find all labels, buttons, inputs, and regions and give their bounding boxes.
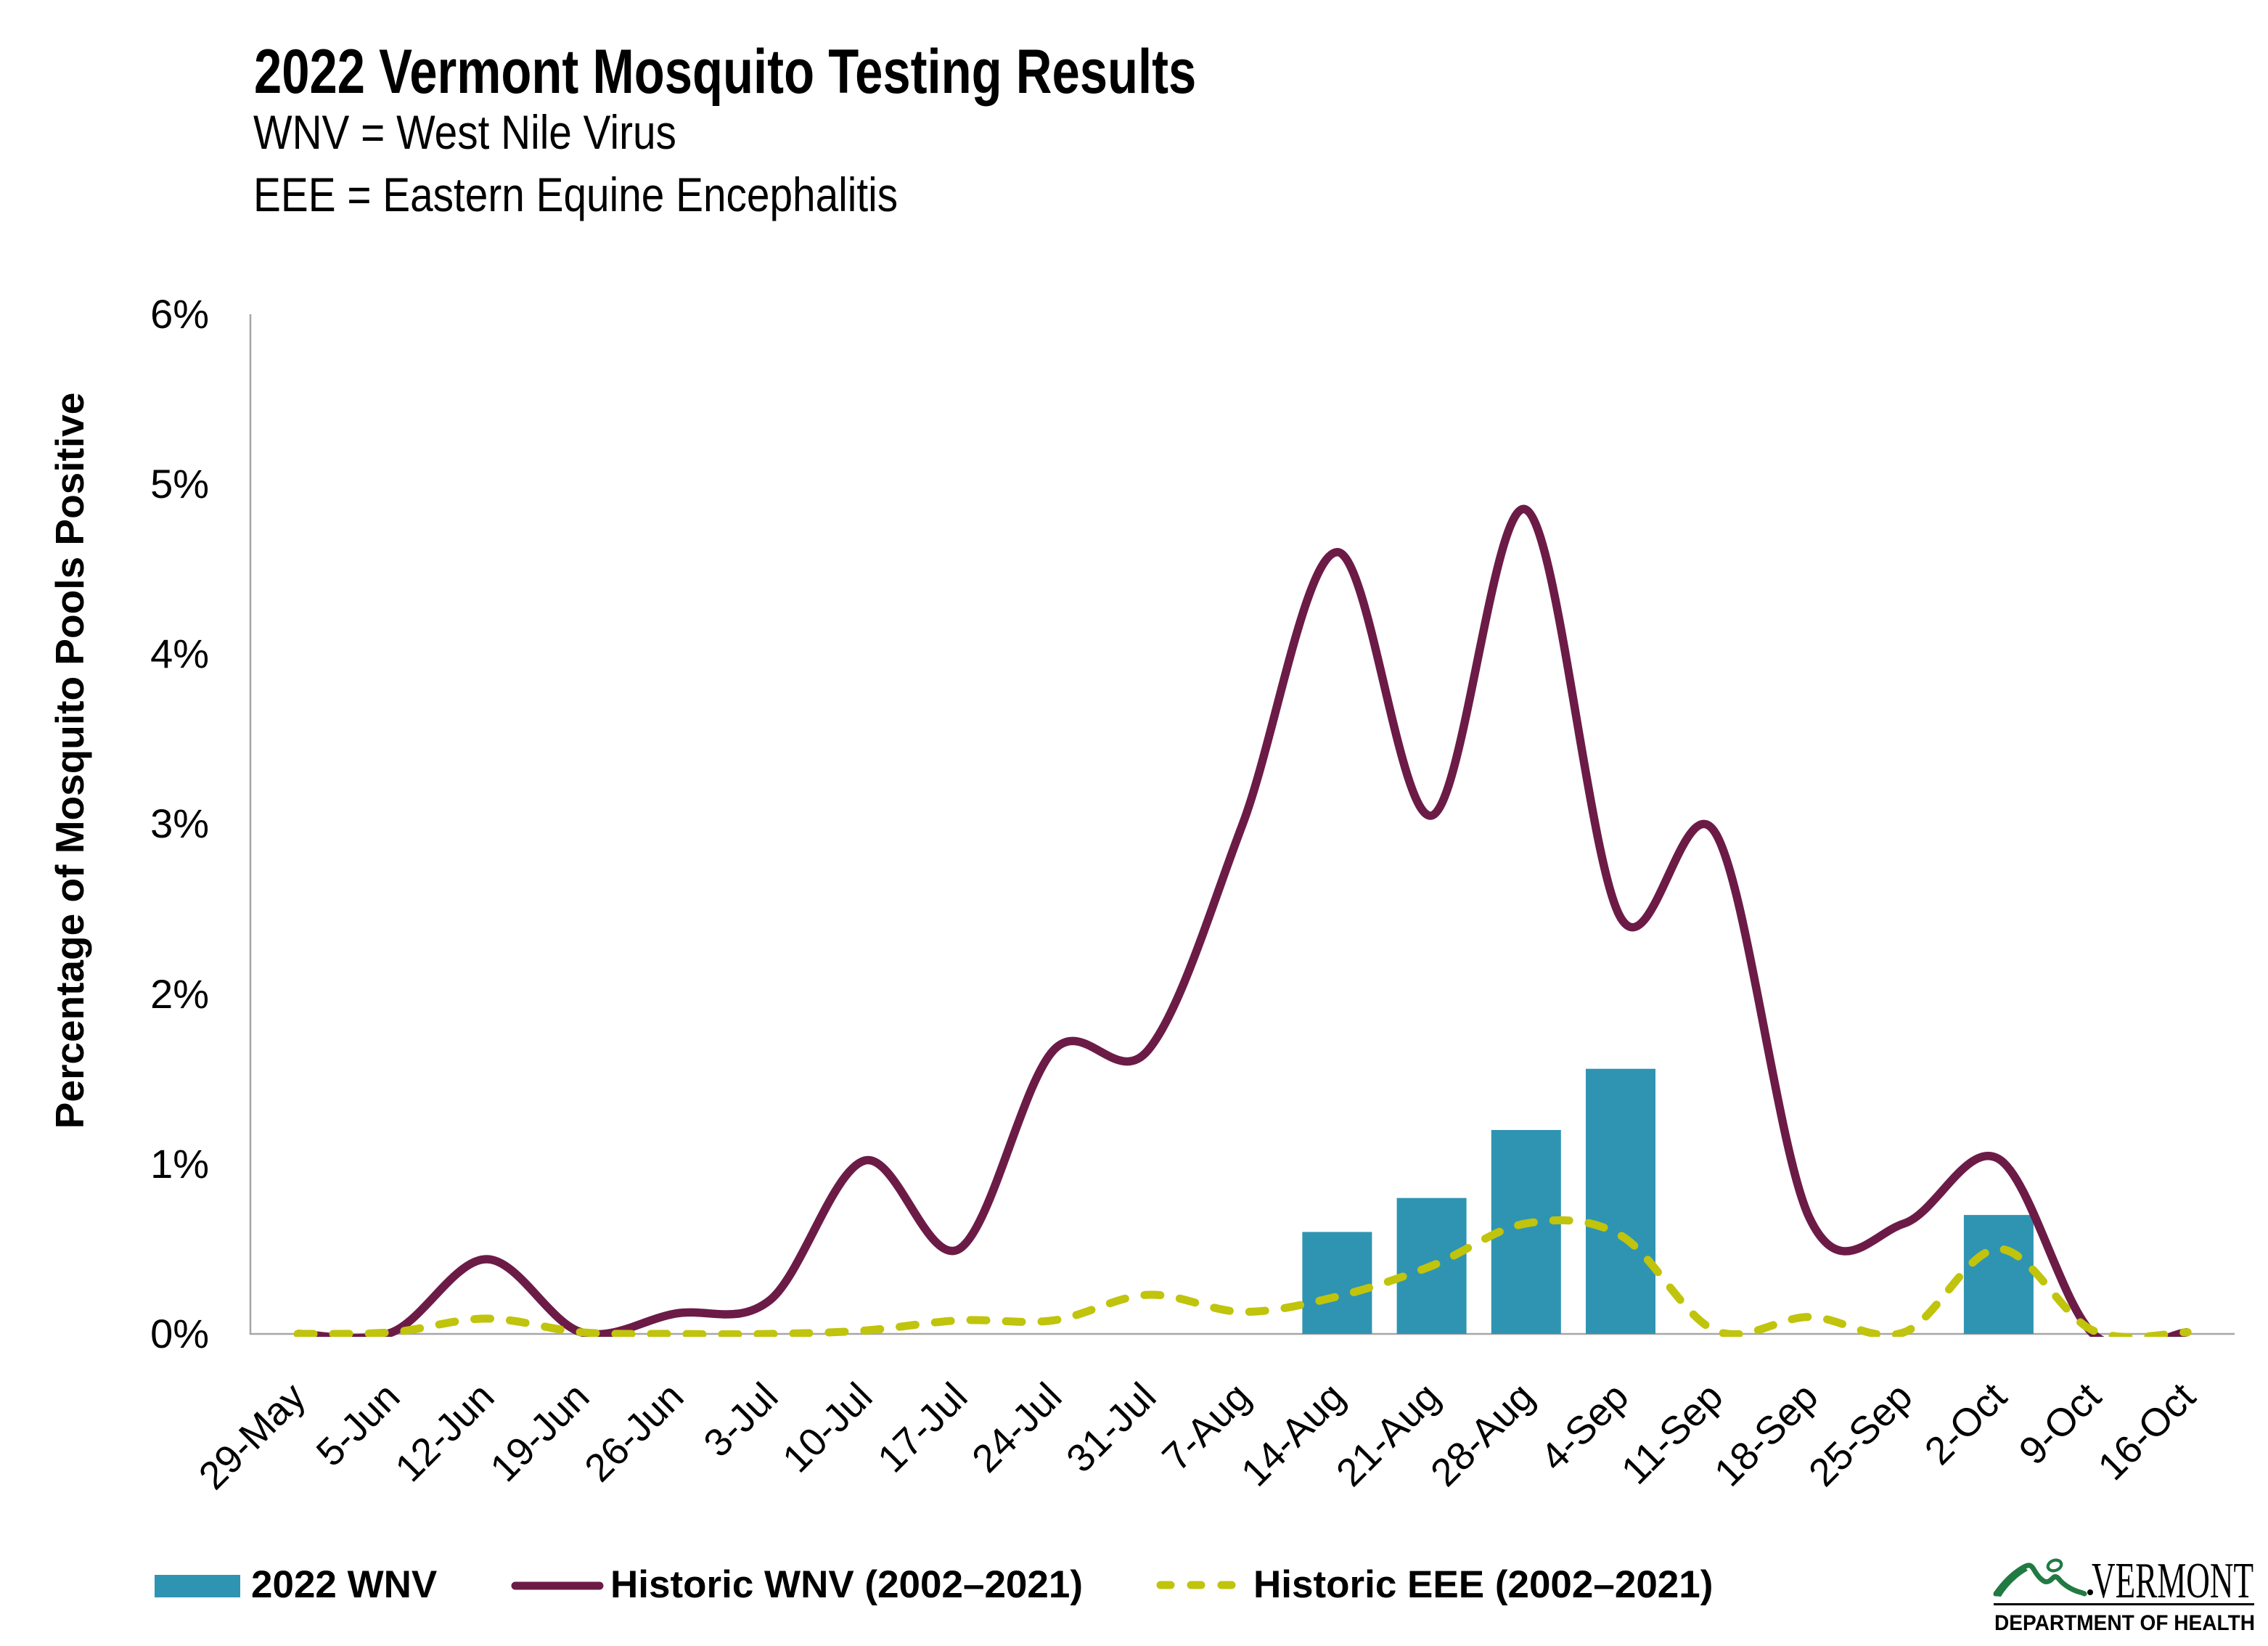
svg-text:2022 WNV: 2022 WNV [251,1563,437,1606]
svg-text:11-Sep: 11-Sep [1613,1375,1732,1493]
svg-text:1%: 1% [150,1141,209,1187]
svg-text:4%: 4% [150,631,209,676]
svg-text:2022 Vermont Mosquito Testing: 2022 Vermont Mosquito Testing Results [254,37,1196,107]
svg-text:VERMONT: VERMONT [2092,1553,2253,1609]
svg-text:16-Oct: 16-Oct [2089,1375,2203,1489]
svg-text:21-Aug: 21-Aug [1328,1375,1449,1495]
svg-text:Historic WNV (2002–2021): Historic WNV (2002–2021) [610,1563,1083,1606]
svg-text:31-Jul: 31-Jul [1058,1375,1164,1481]
svg-text:0%: 0% [150,1311,209,1356]
svg-text:18-Sep: 18-Sep [1706,1375,1827,1495]
svg-text:29-May: 29-May [191,1375,314,1498]
svg-text:6%: 6% [150,291,209,337]
svg-text:3-Jul: 3-Jul [695,1375,786,1465]
svg-text:EEE = Eastern Equine Encephali: EEE = Eastern Equine Encephalitis [253,168,898,222]
svg-text:Historic EEE (2002–2021): Historic EEE (2002–2021) [1253,1563,1713,1606]
svg-text:2%: 2% [150,971,209,1017]
svg-text:2-Oct: 2-Oct [1917,1375,2015,1473]
svg-text:28-Aug: 28-Aug [1422,1375,1543,1495]
svg-text:24-Jul: 24-Jul [964,1375,1070,1481]
svg-text:WNV = West Nile Virus: WNV = West Nile Virus [253,106,676,160]
svg-text:10-Jul: 10-Jul [774,1375,880,1481]
svg-text:25-Sep: 25-Sep [1801,1375,1921,1495]
svg-text:26-Jun: 26-Jun [576,1375,692,1490]
svg-text:12-Jun: 12-Jun [387,1375,502,1490]
svg-text:5%: 5% [150,461,209,507]
svg-text:19-Jun: 19-Jun [482,1375,597,1490]
svg-text:Percentage of Mosquito Pools P: Percentage of Mosquito Pools Positive [47,393,92,1129]
svg-text:14-Aug: 14-Aug [1233,1375,1354,1495]
svg-text:17-Jul: 17-Jul [869,1375,975,1481]
svg-text:DEPARTMENT OF HEALTH: DEPARTMENT OF HEALTH [1994,1611,2255,1635]
svg-text:3%: 3% [150,801,209,846]
